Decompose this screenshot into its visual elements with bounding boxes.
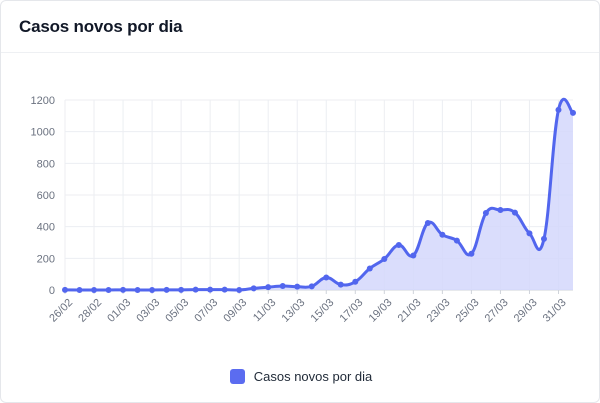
area-chart: 0 200 400 600 800 1000 1200 26/02 28/02 01/03 03/… [31, 95, 576, 325]
x-tick-label: 26/02 [47, 297, 75, 325]
data-point[interactable] [308, 283, 315, 290]
y-tick-label: 200 [37, 253, 55, 265]
y-axis-ticks: 0 200 400 600 800 1000 1200 [31, 95, 55, 297]
data-point[interactable] [120, 286, 127, 293]
data-point[interactable] [453, 237, 460, 244]
data-point[interactable] [570, 109, 576, 116]
data-point[interactable] [105, 287, 112, 293]
y-tick-label: 400 [37, 222, 55, 234]
x-tick-label: 07/03 [192, 297, 220, 325]
data-point[interactable] [497, 207, 504, 214]
x-tick-label: 25/03 [454, 297, 482, 325]
y-tick-label: 800 [37, 158, 55, 170]
data-point[interactable] [381, 255, 388, 262]
x-tick-label: 27/03 [483, 297, 511, 325]
data-point[interactable] [134, 287, 141, 293]
data-point[interactable] [439, 231, 446, 238]
x-tick-label: 17/03 [338, 297, 366, 325]
data-point[interactable] [323, 274, 330, 281]
x-tick-label: 19/03 [367, 297, 395, 325]
data-point[interactable] [178, 286, 185, 293]
y-tick-label: 0 [49, 285, 55, 297]
data-point[interactable] [163, 286, 170, 293]
x-tick-label: 29/03 [512, 297, 540, 325]
data-point[interactable] [395, 242, 402, 249]
chart-title: Casos novos por dia [19, 17, 183, 36]
data-point[interactable] [555, 106, 562, 113]
x-tick-label: 05/03 [163, 297, 191, 325]
y-tick-label: 1200 [31, 95, 55, 107]
y-tick-label: 600 [37, 190, 55, 202]
data-point[interactable] [352, 278, 359, 285]
data-point[interactable] [192, 286, 199, 293]
card-header: Casos novos por dia [1, 1, 599, 53]
legend-label: Casos novos por dia [253, 369, 373, 384]
x-tick-label: 31/03 [541, 297, 569, 325]
x-tick-label: 21/03 [396, 297, 424, 325]
x-tick-label: 23/03 [425, 297, 453, 325]
y-tick-label: 1000 [31, 127, 55, 139]
x-tick-label: 09/03 [221, 297, 249, 325]
x-tick-label: 13/03 [279, 297, 307, 325]
data-point[interactable] [236, 287, 243, 293]
data-point[interactable] [91, 287, 98, 293]
x-tick-label: 11/03 [251, 297, 278, 324]
data-point[interactable] [76, 287, 83, 293]
legend-swatch [229, 369, 245, 384]
data-point[interactable] [511, 209, 518, 216]
data-point[interactable] [149, 287, 156, 293]
x-tick-label: 03/03 [134, 297, 162, 325]
series-points [62, 106, 576, 293]
series-area-fill [65, 99, 573, 290]
data-point[interactable] [294, 283, 301, 290]
data-point[interactable] [424, 220, 431, 227]
data-point[interactable] [468, 250, 475, 257]
data-point[interactable] [482, 210, 489, 217]
legend[interactable]: Casos novos por dia [1, 369, 600, 384]
data-point[interactable] [337, 281, 344, 288]
data-point[interactable] [265, 284, 272, 291]
data-point[interactable] [250, 285, 257, 292]
data-point[interactable] [526, 230, 533, 237]
data-point[interactable] [207, 286, 214, 293]
x-tick-label: 15/03 [309, 297, 337, 325]
data-point[interactable] [410, 252, 417, 259]
x-tick-label: 28/02 [76, 297, 104, 325]
data-point[interactable] [540, 235, 547, 242]
data-point[interactable] [279, 283, 286, 290]
x-tick-label: 01/03 [105, 297, 133, 325]
data-point[interactable] [221, 286, 228, 293]
x-axis-ticks: 26/02 28/02 01/03 03/03 05/03 07/03 09/03 11/03… [47, 297, 568, 325]
data-point[interactable] [62, 286, 68, 293]
data-point[interactable] [366, 265, 373, 272]
